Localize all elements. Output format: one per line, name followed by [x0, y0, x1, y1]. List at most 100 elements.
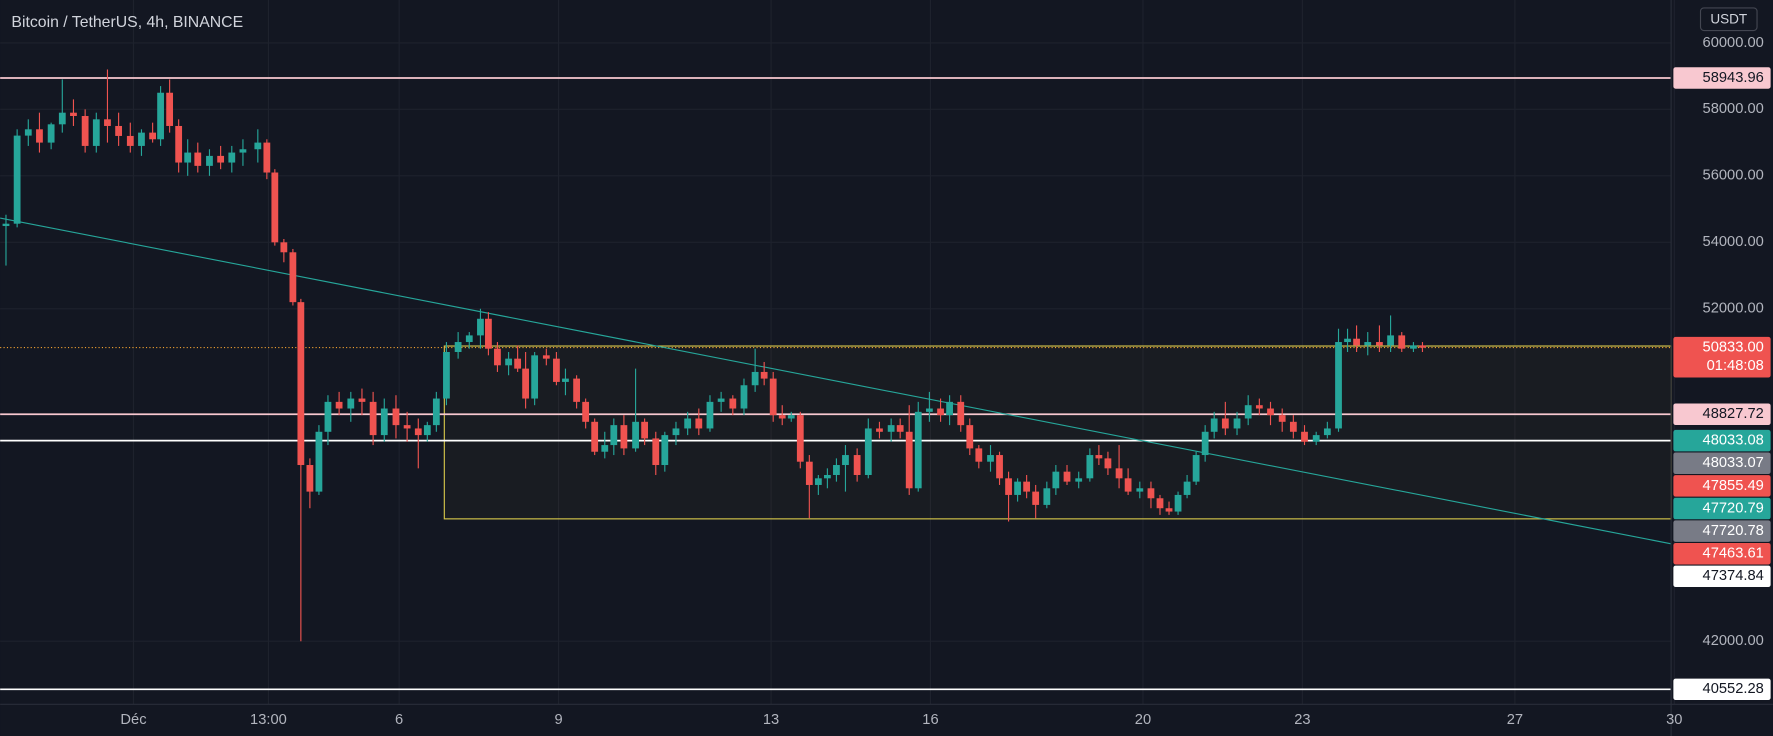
candle-body: [966, 425, 974, 449]
price-label: 47463.61: [1703, 546, 1764, 562]
candle-body: [423, 425, 431, 436]
candle-body: [1115, 468, 1123, 479]
candle-body: [1201, 431, 1209, 456]
candle-body: [280, 242, 288, 253]
candle-body: [661, 435, 669, 466]
candle-body: [1221, 418, 1229, 429]
x-tick-label: 20: [1135, 712, 1151, 728]
candle-body: [1312, 435, 1320, 442]
price-label-box: [1673, 520, 1771, 542]
price-label: 50833.00: [1703, 339, 1764, 355]
candle-body: [706, 401, 714, 429]
range-box: [443, 345, 1672, 520]
y-tick-label: 58000.00: [1703, 101, 1764, 117]
candle-body: [81, 116, 89, 146]
candle-body: [573, 378, 581, 402]
candle-body: [1023, 481, 1031, 492]
axes: 60000.00 58000.00 56000.00 54000.00 52000.00…: [120, 35, 1771, 728]
candle-body: [1398, 335, 1406, 349]
price-label-box: [1673, 497, 1771, 520]
candle-body: [684, 418, 692, 429]
candle-body: [1043, 488, 1051, 505]
candle-body: [914, 411, 922, 489]
candle-body: [47, 124, 55, 143]
candle-body: [833, 465, 840, 475]
candle-body: [591, 421, 599, 452]
candle-body: [787, 415, 795, 419]
candle-body: [1014, 481, 1021, 495]
candle-body: [454, 342, 462, 353]
candle-body: [1124, 478, 1132, 492]
candle-body: [1335, 342, 1342, 429]
candle-body: [403, 425, 411, 429]
price-label: 48033.07: [1703, 455, 1764, 471]
x-tick-label: 13:00: [250, 712, 287, 728]
candle-body: [652, 438, 660, 466]
candle-body: [1233, 418, 1241, 429]
x-tick-label: 27: [1507, 712, 1523, 728]
candle-body: [465, 335, 473, 343]
candle-body: [1344, 338, 1351, 343]
candle-body: [254, 142, 262, 150]
grid: [0, 0, 1675, 705]
price-label-box: [1673, 429, 1771, 452]
currency-box[interactable]: [1699, 7, 1758, 32]
candle-body: [1156, 498, 1164, 509]
candle-body: [206, 155, 213, 166]
candle-body: [957, 401, 965, 426]
candle-body: [347, 398, 355, 409]
x-tick-label: 9: [554, 712, 562, 728]
candle-body: [814, 478, 822, 485]
candle-body: [1147, 488, 1155, 499]
price-label-box: [1673, 452, 1771, 475]
candle-body: [672, 428, 680, 436]
candle-body: [842, 455, 849, 466]
candle-body: [562, 378, 569, 382]
candle-body: [740, 385, 748, 409]
price-label-box: [1673, 542, 1771, 565]
candle-body: [987, 455, 994, 462]
candle-body: [149, 132, 157, 140]
candle-body: [157, 92, 164, 140]
x-tick-label: 30: [1666, 712, 1682, 728]
candle-body: [1210, 418, 1218, 432]
candle-body: [926, 408, 933, 412]
candle-body: [553, 358, 560, 382]
candle-body: [263, 142, 271, 173]
candle-body: [805, 461, 813, 485]
candle-body: [166, 92, 174, 126]
candle-body: [769, 378, 777, 416]
price-label-box: [1673, 678, 1771, 701]
candle-body: [1183, 481, 1191, 495]
candle-body: [92, 119, 100, 146]
candle-body: [2, 223, 10, 227]
candle-body: [1086, 455, 1094, 479]
y-tick-label: 52000.00: [1703, 301, 1764, 317]
candle-body: [477, 318, 484, 336]
candle-body: [582, 401, 590, 422]
candle-body: [514, 358, 522, 369]
candle-body: [239, 149, 247, 153]
candle-body: [289, 252, 297, 303]
candle-body: [138, 132, 145, 146]
candle-body: [522, 368, 529, 399]
candle-body: [228, 152, 236, 163]
candle-body: [271, 172, 279, 243]
candle-body: [946, 401, 953, 416]
candle-body: [641, 421, 649, 439]
price-label: 47855.49: [1703, 478, 1764, 494]
candle-body: [1323, 428, 1331, 436]
candle-body: [1353, 338, 1360, 346]
candle-body: [1419, 345, 1426, 348]
price-label: 47720.78: [1703, 523, 1764, 539]
candle-body: [887, 425, 895, 432]
countdown: 01:48:08: [1707, 358, 1764, 374]
candle-body: [414, 428, 422, 436]
candle-body: [996, 455, 1003, 479]
candle-body: [184, 152, 192, 163]
y-tick-label: 42000.00: [1703, 633, 1764, 649]
candle-body: [126, 135, 134, 146]
candle-body: [853, 455, 861, 475]
